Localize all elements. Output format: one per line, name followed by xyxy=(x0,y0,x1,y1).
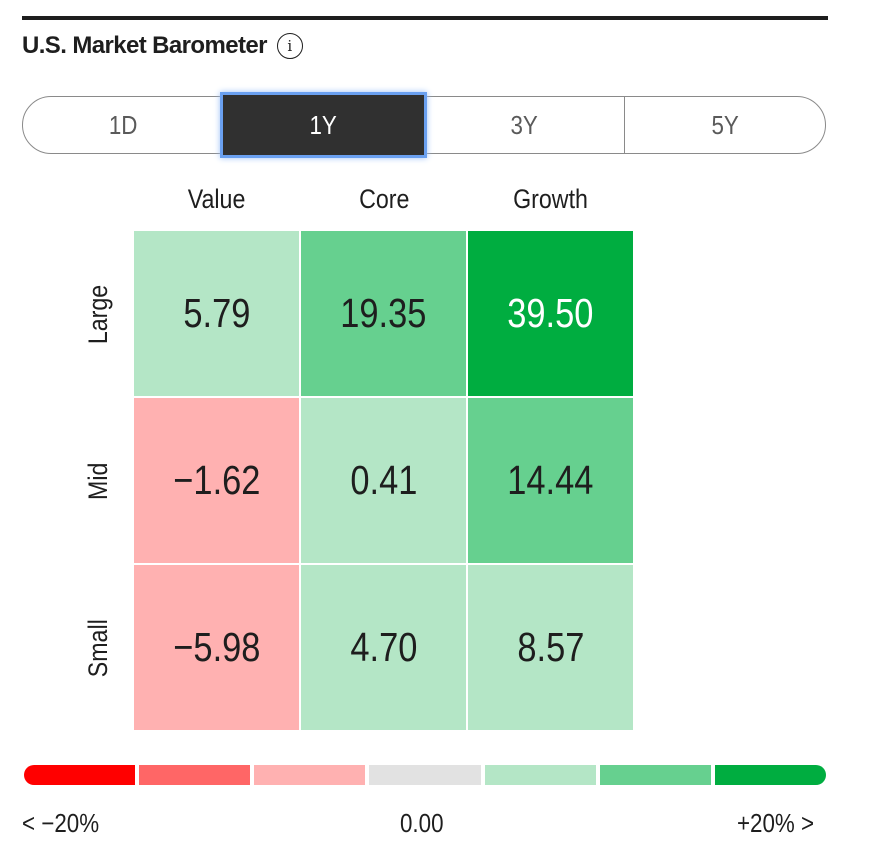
heatmap-cell-mid-core[interactable]: 0.41 xyxy=(301,398,466,563)
heatmap-cell-large-value[interactable]: 5.79 xyxy=(134,231,299,396)
heatmap-cell-large-core[interactable]: 19.35 xyxy=(301,231,466,396)
legend-swatch xyxy=(714,765,826,785)
heatmap-cell-small-growth[interactable]: 8.57 xyxy=(468,565,633,730)
tab-1d[interactable]: 1D xyxy=(23,97,223,153)
period-tabs: 1D 1Y 3Y 5Y xyxy=(22,95,826,155)
row-header-large: Large xyxy=(83,284,113,344)
legend-max-label: +20% > xyxy=(737,808,815,838)
tab-3y[interactable]: 3Y xyxy=(424,97,624,153)
heatmap-cell-small-value[interactable]: −5.98 xyxy=(134,565,299,730)
cell-value: 14.44 xyxy=(507,457,594,503)
legend-swatch xyxy=(139,765,251,785)
cell-value: −5.98 xyxy=(172,624,261,670)
info-icon[interactable]: i xyxy=(276,33,303,59)
column-header-growth: Growth xyxy=(513,184,589,214)
cell-value: 5.79 xyxy=(182,290,251,336)
cell-value: −1.62 xyxy=(172,457,261,503)
tab-5y[interactable]: 5Y xyxy=(623,97,825,153)
page-title: U.S. Market Barometer xyxy=(22,32,267,59)
cell-value: 19.35 xyxy=(340,290,427,336)
row-header-mid: Mid xyxy=(83,462,113,500)
heatmap-cell-mid-growth[interactable]: 14.44 xyxy=(468,398,633,563)
cell-value: 8.57 xyxy=(516,624,585,670)
legend-swatch xyxy=(599,765,711,785)
legend-swatch xyxy=(24,765,136,785)
legend-swatch xyxy=(369,765,481,785)
tab-1y[interactable]: 1Y xyxy=(223,95,424,155)
cell-value: 39.50 xyxy=(507,290,594,336)
legend-min-label: < −20% xyxy=(22,808,100,838)
row-header-small: Small xyxy=(83,618,113,678)
tab-label: 1Y xyxy=(309,109,338,140)
legend-swatch xyxy=(484,765,596,785)
tab-label: 1D xyxy=(108,109,138,140)
legend-mid-label: 0.00 xyxy=(400,808,444,838)
color-scale-legend xyxy=(24,765,826,785)
column-header-value: Value xyxy=(188,184,246,214)
heatmap-cell-mid-value[interactable]: −1.62 xyxy=(134,398,299,563)
heatmap-cell-large-growth[interactable]: 39.50 xyxy=(468,231,633,396)
cell-value: 4.70 xyxy=(349,624,418,670)
legend-swatch xyxy=(254,765,366,785)
cell-value: 0.41 xyxy=(349,457,418,503)
header: U.S. Market Barometer i xyxy=(22,28,303,64)
tab-label: 5Y xyxy=(711,109,739,140)
tab-label: 3Y xyxy=(509,109,538,140)
style-box-heatmap: 5.79 19.35 39.50 −1.62 0.41 14.44 −5.98 4.70 8.5… xyxy=(134,231,635,731)
column-header-core: Core xyxy=(358,184,410,214)
top-rule xyxy=(22,16,828,20)
heatmap-cell-small-core[interactable]: 4.70 xyxy=(301,565,466,730)
